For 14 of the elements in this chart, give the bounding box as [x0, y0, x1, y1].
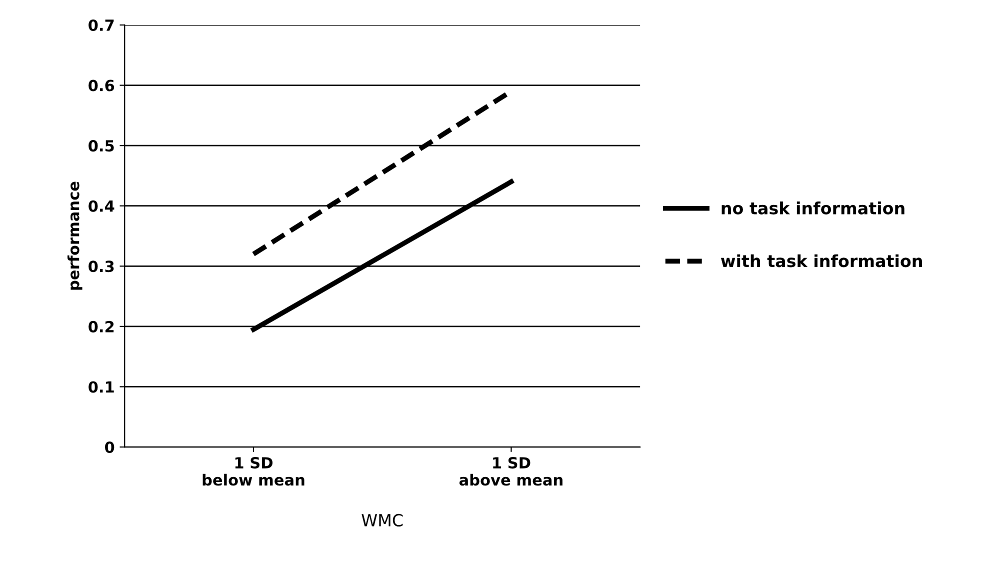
legend-label: no task information [722, 202, 904, 214]
x-tick-label: 1 SD below mean [202, 457, 304, 486]
y-tick-label: 0.6 [88, 80, 114, 92]
x-axis-title: WMC [362, 514, 403, 527]
y-axis-title: performance [68, 182, 82, 290]
y-tick-label: 0.4 [88, 200, 114, 212]
y-tick-label: 0.3 [88, 260, 114, 272]
y-tick-label: 0 [105, 441, 114, 454]
y-tick-label: 0.1 [88, 381, 114, 393]
y-tick-label: 0.7 [88, 19, 114, 32]
y-tick-label: 0.2 [88, 320, 114, 332]
legend-label: with task information [720, 254, 922, 268]
x-tick-label: 1 SD above mean [459, 457, 562, 486]
y-tick-label: 0.5 [88, 140, 114, 152]
